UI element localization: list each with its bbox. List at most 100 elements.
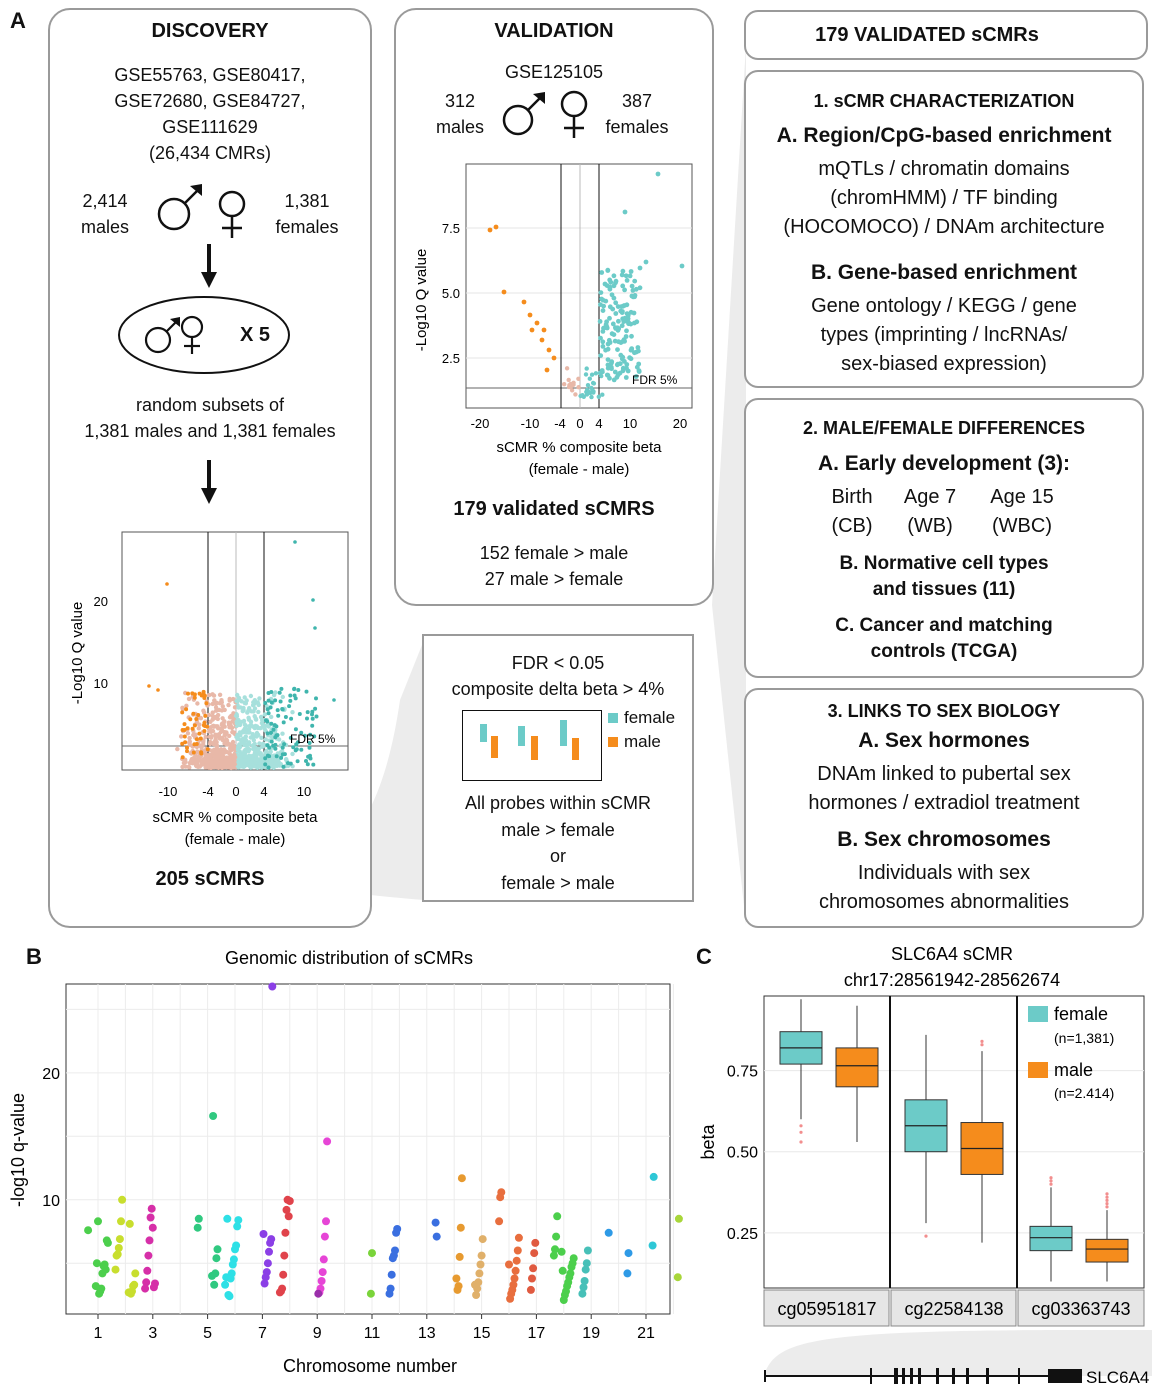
volcano-point xyxy=(194,742,199,746)
chromosome-point xyxy=(322,1217,330,1226)
x-tick: 0 xyxy=(232,784,239,799)
volcano-point xyxy=(212,749,217,755)
volcano-point xyxy=(564,366,570,371)
x-tick: -10 xyxy=(159,784,178,799)
volcano-point xyxy=(259,714,264,720)
volcano-point xyxy=(222,755,227,761)
volcano-point xyxy=(225,750,230,755)
panel-letter-b: B xyxy=(26,944,42,969)
gene-exon xyxy=(936,1368,939,1384)
volcano-point xyxy=(487,227,493,233)
sex-symbols-icon xyxy=(157,184,246,238)
subset-description: random subsets of 1,381 males and 1,381 … xyxy=(48,392,372,444)
volcano-point xyxy=(263,765,268,770)
volcano-point xyxy=(253,716,258,721)
volcano-point xyxy=(238,705,243,710)
volcano-point xyxy=(619,323,625,329)
volcano-point xyxy=(605,357,611,362)
volcano-point xyxy=(679,263,685,269)
volcano-point xyxy=(251,738,256,743)
volcano-point xyxy=(201,689,206,694)
male-gt-female: 27 male > female xyxy=(484,569,624,589)
s2-c-title: C. Cancer and matching controls (TCGA) xyxy=(744,613,1144,665)
volcano-point xyxy=(192,723,197,728)
volcano-point xyxy=(210,701,215,707)
volcano-point xyxy=(258,726,263,731)
volcano-point xyxy=(175,746,180,752)
chromosome-point xyxy=(452,1274,461,1283)
volcano-point xyxy=(192,755,197,760)
volcano-point xyxy=(622,315,628,321)
grid xyxy=(764,1070,1144,1234)
box-male xyxy=(1085,1238,1129,1263)
title-line: controls (TCGA) xyxy=(870,641,1018,662)
x-tick: 10 xyxy=(623,416,637,431)
chromosome-point xyxy=(143,1266,152,1275)
volcano-point xyxy=(255,700,260,705)
x-ticks: 1 3 5 7 9 11 13 15 17 19 21 xyxy=(94,1314,655,1342)
x-tick-label: 5 xyxy=(203,1325,212,1342)
volcano-point xyxy=(625,313,631,318)
volcano-point xyxy=(260,744,265,749)
volcano-point xyxy=(566,377,571,383)
volcano-point xyxy=(200,759,206,764)
age-birth: Birth (CB) xyxy=(812,483,892,541)
chromosome-point xyxy=(456,1223,465,1232)
volcano-point xyxy=(299,730,304,735)
chromosome-point xyxy=(392,1228,401,1237)
volcano-point xyxy=(263,737,268,742)
volcano-point xyxy=(242,763,247,769)
y-ticks: 10 20 xyxy=(42,1066,60,1210)
volcano-point xyxy=(231,696,236,702)
gene-exon xyxy=(910,1368,913,1384)
volcano-point xyxy=(314,696,318,701)
s3-a-text: DNAm linked to pubertal sex hormones / e… xyxy=(744,760,1144,818)
volcano-point xyxy=(585,383,591,388)
volcano-point xyxy=(241,718,247,724)
volcano-point xyxy=(607,315,612,321)
gene-exon xyxy=(870,1368,872,1384)
chromosome-point xyxy=(366,1289,375,1298)
outlier-point xyxy=(799,1124,803,1128)
volcano-point xyxy=(629,283,635,289)
volcano-point xyxy=(262,712,268,717)
validation-males: 312 males xyxy=(420,88,500,140)
volcano-point xyxy=(275,708,280,713)
volcano-point xyxy=(622,287,627,293)
volcano-point xyxy=(185,726,190,731)
volcano-point xyxy=(569,388,575,393)
x-tick-label: 15 xyxy=(473,1325,491,1342)
volcano-point xyxy=(234,714,240,719)
volcano-point xyxy=(288,693,293,698)
chromosome-point xyxy=(233,1222,242,1231)
volcano-point xyxy=(534,320,540,326)
volcano-point xyxy=(310,709,315,714)
volcano-point xyxy=(637,265,643,271)
volcano-point xyxy=(197,691,202,696)
volcano-point xyxy=(258,751,263,756)
gene-exon xyxy=(1018,1368,1020,1384)
chromosome-point xyxy=(279,1270,288,1279)
y-tick-label: 10 xyxy=(42,1193,60,1210)
volcano-point xyxy=(597,319,603,324)
volcano-point xyxy=(620,365,626,371)
volcano-point xyxy=(257,741,262,746)
volcano-point xyxy=(194,717,199,721)
text-line: mQTLs / chromatin domains xyxy=(818,158,1070,180)
volcano-point xyxy=(216,732,222,737)
volcano-point xyxy=(598,290,604,295)
volcano-point xyxy=(541,327,547,333)
volcano-point xyxy=(198,736,203,741)
volcano-point xyxy=(280,752,285,757)
chromosome-point xyxy=(583,1246,592,1255)
volcano-point xyxy=(311,762,316,767)
gene-exon xyxy=(952,1368,955,1384)
volcano-point xyxy=(180,705,185,710)
volcano-point xyxy=(227,733,232,739)
dataset-line: GSE55763, GSE80417, xyxy=(114,65,306,85)
volcano-point xyxy=(254,734,259,739)
volcano-point xyxy=(600,392,605,397)
volcano-point xyxy=(610,306,616,312)
y-axis-label: beta xyxy=(698,1124,718,1160)
volcano-point xyxy=(598,335,603,341)
